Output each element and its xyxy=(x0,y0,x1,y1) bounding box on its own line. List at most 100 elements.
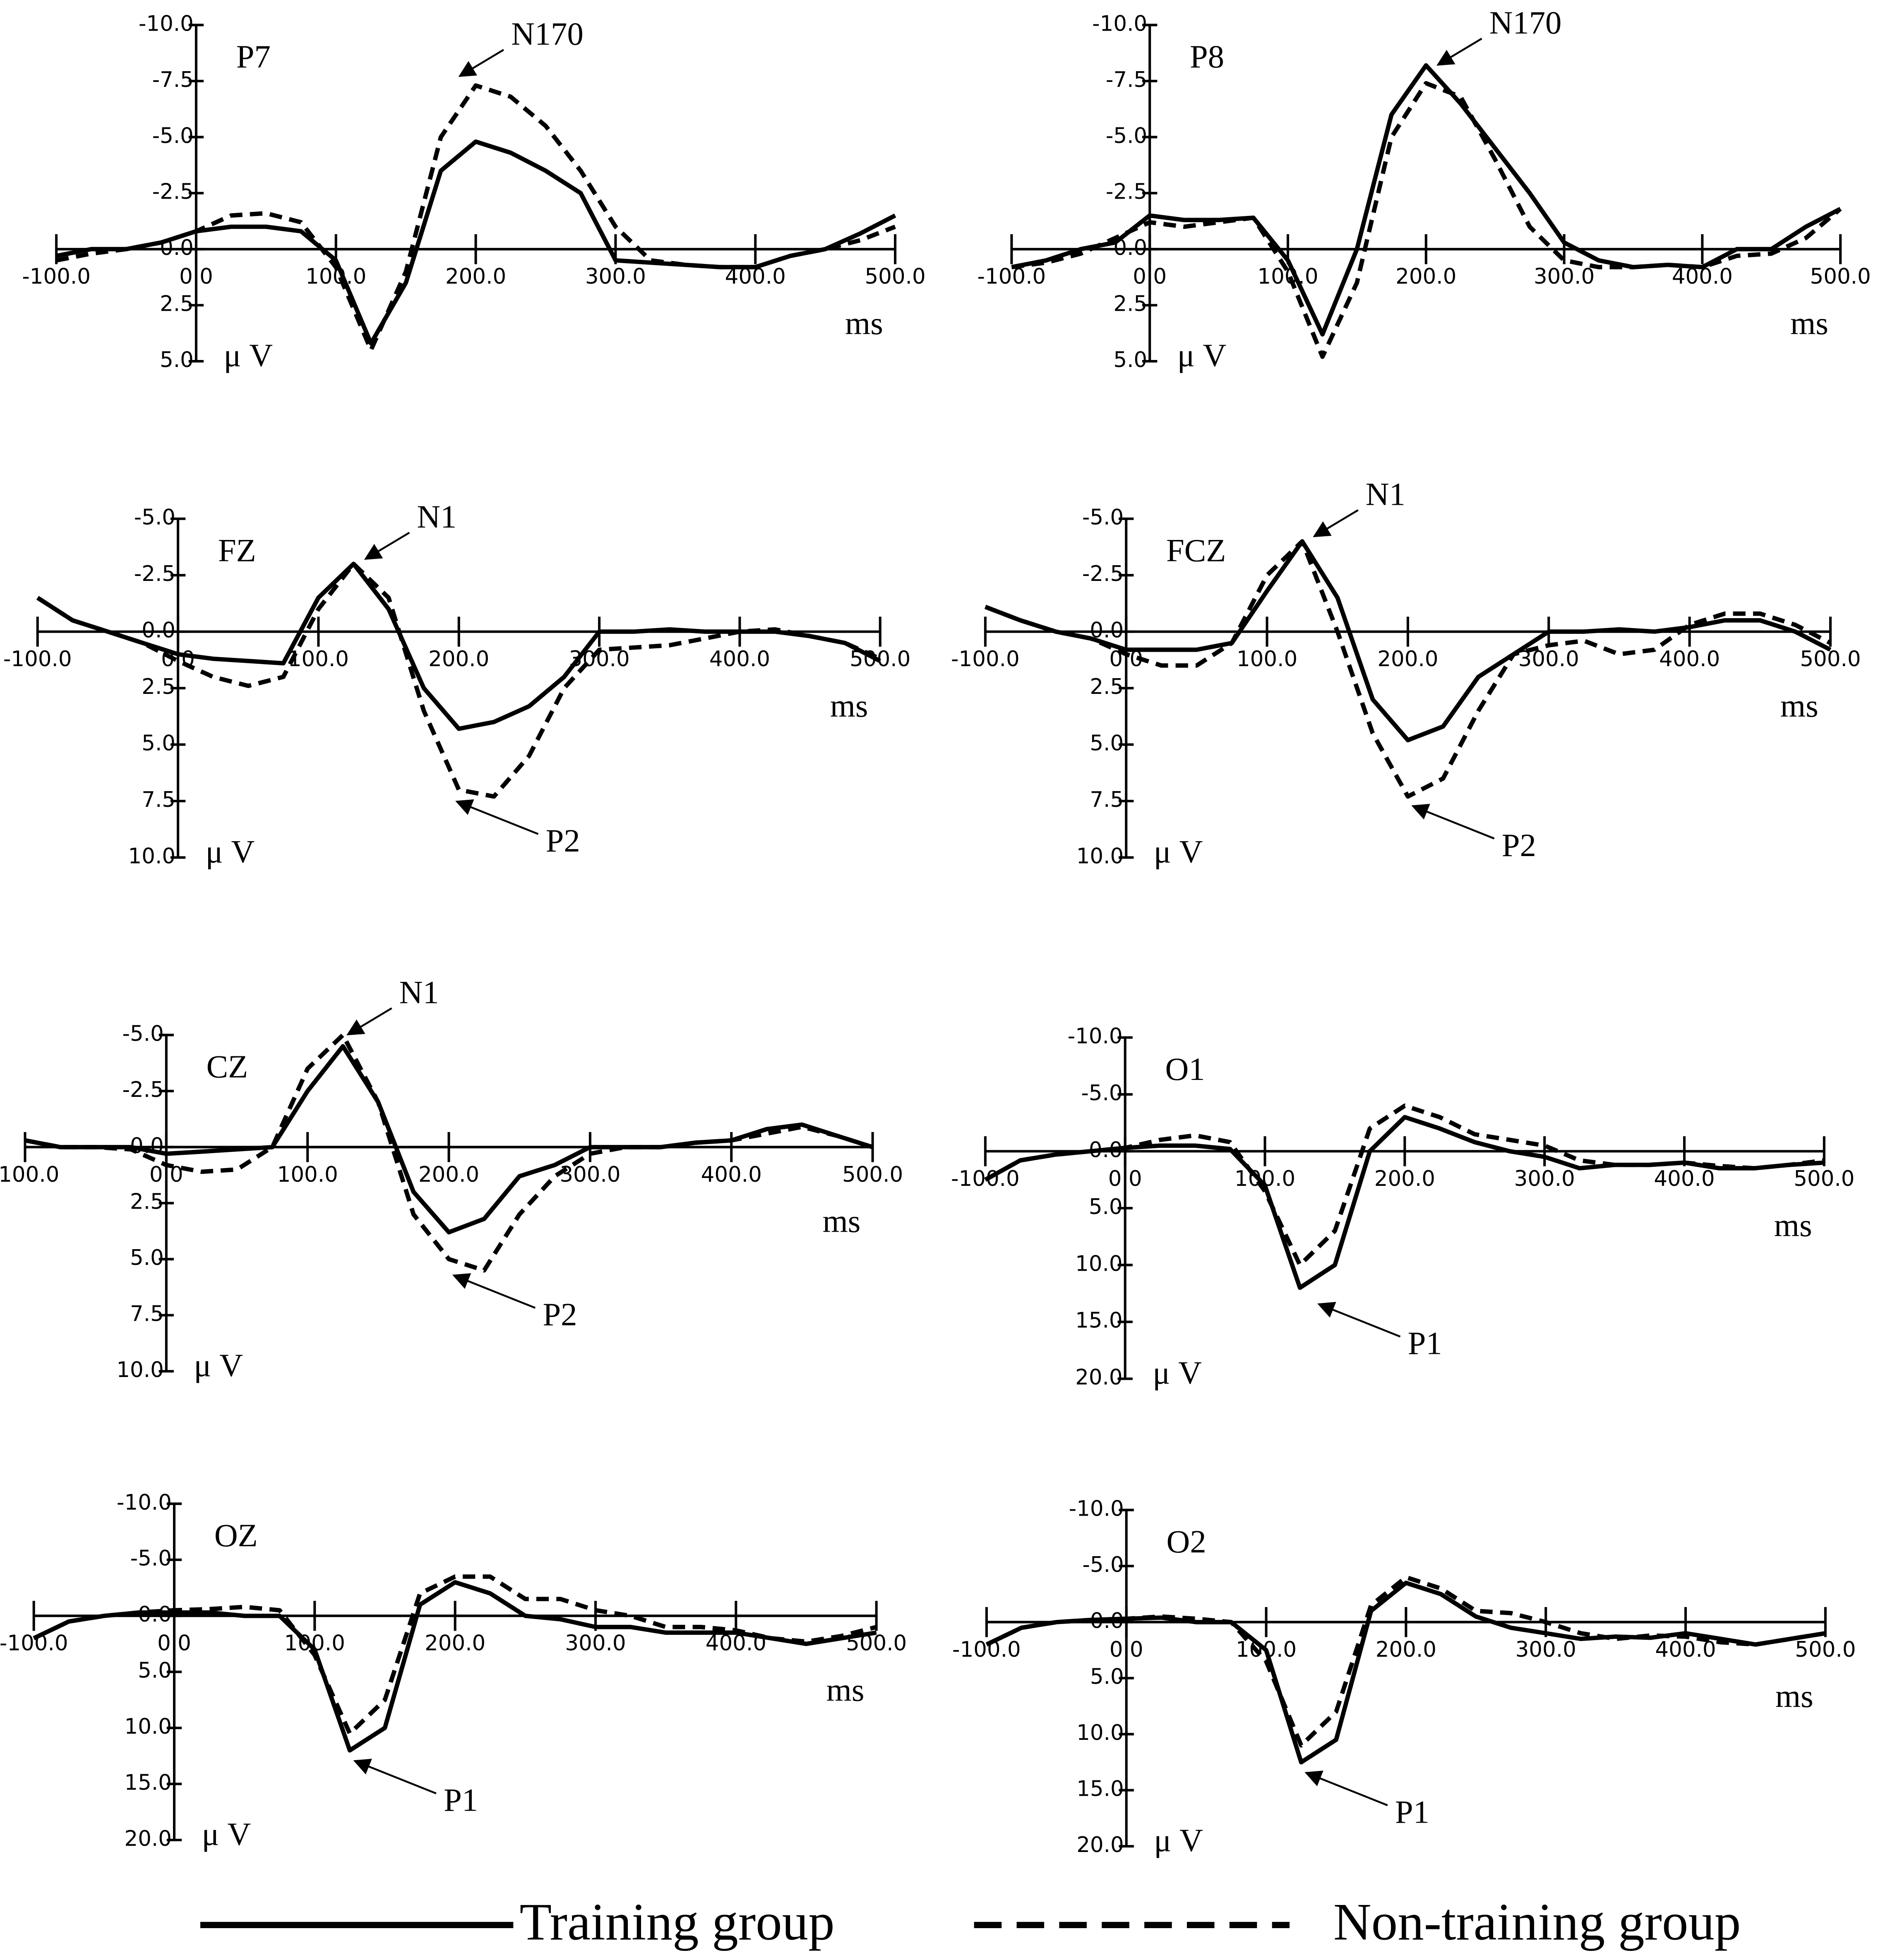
x-tick-label: -100.0 xyxy=(0,1162,59,1187)
y-tick-label: -7.5 xyxy=(1106,67,1147,92)
y-tick-label: 10.0 xyxy=(116,1358,163,1382)
x-tick-label: 300.0 xyxy=(1514,1166,1575,1191)
annotation-arrow xyxy=(1304,1770,1388,1806)
x-tick-label: 300.0 xyxy=(1516,1637,1576,1662)
erp-line xyxy=(984,539,1832,743)
y-tick-label: -5.0 xyxy=(152,123,194,148)
x-unit: ms xyxy=(1774,1208,1812,1244)
x-tick-label: 400.0 xyxy=(1654,1166,1715,1191)
annotation-arrow xyxy=(1436,38,1482,66)
annotation: P1 xyxy=(1408,1326,1442,1362)
x-tick-label: -100.0 xyxy=(978,264,1046,289)
y-unit: μ V xyxy=(194,1348,243,1384)
y-tick-label: 5.0 xyxy=(130,1245,164,1270)
y-tick-label: 5.0 xyxy=(1113,348,1147,372)
x-tick-label: 100.0 xyxy=(288,647,349,672)
erp-line xyxy=(1011,63,1842,337)
annotation-arrow xyxy=(455,799,539,835)
x-tick-label: 200.0 xyxy=(1374,1166,1435,1191)
x-tick-label: -100.0 xyxy=(0,1631,68,1656)
x-tick-label: 500.0 xyxy=(1794,1166,1854,1191)
annotation: P2 xyxy=(1502,828,1536,864)
annotation: N170 xyxy=(511,16,584,52)
annotation-arrow xyxy=(452,1273,536,1309)
annotation-arrow xyxy=(364,532,410,560)
x-tick-label: 400.0 xyxy=(1659,647,1720,672)
y-tick-label: 10.0 xyxy=(1075,1251,1122,1276)
y-tick-label: 10.0 xyxy=(1076,1720,1124,1745)
y-tick-label: -2.5 xyxy=(152,180,194,204)
erp-line xyxy=(985,1575,1826,1748)
x-tick-label: 0.0 xyxy=(1110,1637,1143,1662)
y-unit: μ V xyxy=(206,834,255,870)
x-tick-label: 500.0 xyxy=(1810,264,1871,289)
y-tick-label: 7.5 xyxy=(130,1302,164,1327)
y-tick-label: 10.0 xyxy=(128,844,175,868)
y-unit: μ V xyxy=(1177,338,1227,374)
y-tick-label: -10.0 xyxy=(1069,1496,1124,1521)
y-unit: μ V xyxy=(1154,834,1203,870)
x-tick-label: 200.0 xyxy=(445,264,506,289)
y-tick-label: 10.0 xyxy=(124,1714,171,1739)
x-tick-label: 500.0 xyxy=(865,264,925,289)
panel-title: O1 xyxy=(1165,1051,1205,1087)
x-tick-label: 500.0 xyxy=(1795,1637,1856,1662)
annotation: P1 xyxy=(1395,1794,1429,1830)
y-tick-label: 20.0 xyxy=(124,1826,171,1851)
y-tick-label: -2.5 xyxy=(1106,180,1147,204)
y-tick-label: -5.0 xyxy=(134,505,175,530)
x-tick-label: 200.0 xyxy=(1376,1637,1436,1662)
y-tick-label: 2.5 xyxy=(142,674,175,699)
panel-title: P8 xyxy=(1190,39,1224,75)
x-tick-label: 500.0 xyxy=(842,1162,903,1187)
erp-line xyxy=(33,1580,877,1753)
erp-line xyxy=(36,561,881,799)
x-tick-label: 200.0 xyxy=(428,647,489,672)
annotation: P2 xyxy=(543,1297,577,1333)
x-tick-label: 300.0 xyxy=(565,1631,626,1656)
y-tick-label: 7.5 xyxy=(142,787,175,812)
erp-line xyxy=(33,1574,877,1736)
y-tick-label: 0.0 xyxy=(142,618,175,643)
y-unit: μ V xyxy=(224,338,273,374)
x-tick-label: 200.0 xyxy=(425,1631,485,1656)
x-unit: ms xyxy=(1790,306,1828,342)
annotation-arrow xyxy=(1313,509,1359,537)
x-tick-label: -100.0 xyxy=(22,264,91,289)
annotation: N1 xyxy=(399,975,439,1011)
y-tick-label: 5.0 xyxy=(1090,1665,1124,1689)
panel-title: FZ xyxy=(218,533,256,569)
annotation: N1 xyxy=(417,499,456,535)
y-tick-label: -5.0 xyxy=(1106,123,1147,148)
x-unit: ms xyxy=(1780,688,1818,724)
annotation-arrow xyxy=(458,49,504,77)
annotation-arrow xyxy=(1411,804,1495,840)
x-unit: ms xyxy=(826,1672,865,1708)
y-tick-label: -10.0 xyxy=(117,1490,172,1515)
erp-line xyxy=(24,1033,874,1273)
x-tick-label: 400.0 xyxy=(709,647,770,672)
legend-label: Non-training group xyxy=(1333,1893,1741,1951)
y-tick-label: -7.5 xyxy=(152,67,194,92)
y-tick-label: -10.0 xyxy=(1092,11,1147,36)
erp-line xyxy=(984,539,1832,799)
y-tick-label: -10.0 xyxy=(139,11,194,36)
y-tick-label: -5.0 xyxy=(122,1021,163,1046)
y-tick-label: -5.0 xyxy=(1082,505,1124,530)
y-tick-label: -2.5 xyxy=(134,561,175,586)
x-tick-label: 100.0 xyxy=(1237,647,1297,672)
y-tick-label: 10.0 xyxy=(1076,844,1124,868)
x-tick-label: 100.0 xyxy=(277,1162,338,1187)
x-tick-label: 200.0 xyxy=(1377,647,1438,672)
x-unit: ms xyxy=(845,306,883,342)
x-tick-label: 0.0 xyxy=(179,264,213,289)
x-tick-label: -100.0 xyxy=(951,647,1020,672)
x-tick-label: 200.0 xyxy=(1395,264,1456,289)
annotation: P1 xyxy=(444,1782,478,1818)
x-unit: ms xyxy=(823,1204,861,1240)
y-tick-label: 15.0 xyxy=(1075,1308,1122,1333)
y-tick-label: 15.0 xyxy=(124,1770,171,1795)
y-tick-label: 2.5 xyxy=(1113,292,1147,317)
y-tick-label: 5.0 xyxy=(160,348,194,372)
